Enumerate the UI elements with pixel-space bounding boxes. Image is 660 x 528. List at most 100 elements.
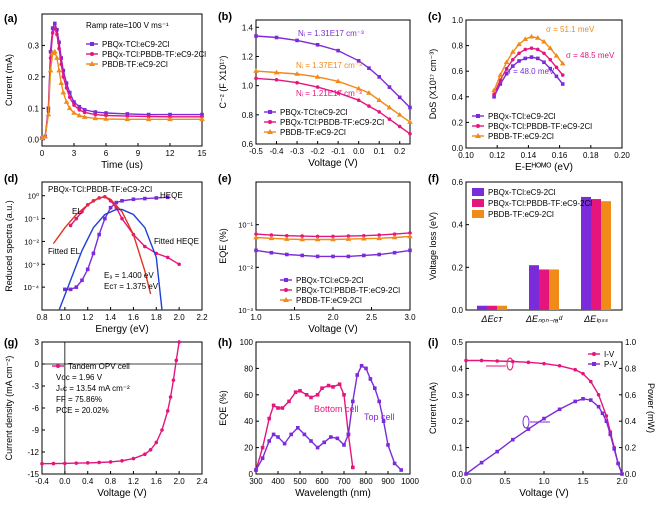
marker-square — [254, 34, 258, 38]
marker-square — [560, 82, 565, 86]
marker-triangle — [516, 41, 522, 47]
marker-triangle — [52, 48, 58, 54]
x-tick-label: 1.0 — [250, 313, 262, 322]
marker-square — [329, 435, 333, 439]
y-tick-label: 0.3 — [28, 41, 40, 50]
marker-square — [526, 427, 531, 431]
series-annotation: Nᵢ = 1.31E17 cm⁻³ — [298, 29, 364, 38]
marker-triangle — [553, 53, 560, 58]
marker-square — [254, 248, 258, 253]
plot-frame — [255, 19, 411, 145]
series-annotation: Nᵢ = 1.37E17 cm⁻³ — [296, 61, 362, 70]
marker-square — [287, 399, 291, 404]
x-tick-label: 1.2 — [82, 313, 94, 322]
x-tick-label: 700 — [337, 477, 351, 486]
marker-circle — [542, 51, 546, 56]
marker-circle — [596, 393, 601, 397]
y2-tick-label: 0.8 — [625, 364, 637, 373]
marker-square — [331, 254, 335, 259]
y-tick-label: 20 — [244, 444, 253, 453]
marker-square — [97, 232, 101, 237]
marker-triangle — [60, 89, 67, 95]
marker-square — [479, 460, 484, 465]
marker-square — [260, 456, 265, 460]
marker-square — [103, 216, 107, 221]
x-tick-label: 0.8 — [105, 477, 117, 486]
x-tick-label: 0.14 — [521, 151, 537, 160]
marker-square — [304, 393, 309, 397]
y-tick-label: -9 — [32, 426, 40, 435]
marker-triangle — [124, 116, 131, 122]
category-label: ΔEᴄᴛ — [480, 314, 503, 324]
marker-circle — [377, 110, 382, 114]
series-line — [52, 196, 152, 295]
legend-entry: PBQx-TCl:PBDB-TF:eC9-2Cl — [488, 199, 592, 208]
marker-circle — [356, 98, 361, 103]
marker-square — [293, 390, 298, 394]
marker-square — [557, 407, 562, 412]
marker-triangle — [547, 45, 554, 50]
y-tick-label: 10⁻³ — [24, 260, 39, 269]
x-tick-label: 0.2 — [394, 147, 406, 156]
legend-entry: PBQx-TCl:eC9-2Cl — [296, 276, 364, 285]
y-axis-label: Current (mA) — [4, 54, 14, 106]
series-annotation: Fitted EL — [48, 247, 81, 256]
marker-triangle — [376, 97, 382, 103]
x-tick-label: 12 — [166, 149, 175, 158]
bar — [591, 199, 601, 310]
marker-square — [377, 75, 381, 79]
y-tick-label: 0.4 — [452, 93, 464, 102]
marker-square — [392, 461, 397, 466]
panel-d: (d) 0.8 1.0 1.2 1.4 1.6 1.8 2.0 2.2 10⁻⁴ 10⁻³ 10⁻² 1… — [4, 173, 208, 335]
marker-square — [269, 250, 274, 255]
x-tick-label: 1000 — [401, 477, 419, 486]
marker-square — [260, 445, 265, 450]
marker-circle — [67, 95, 72, 100]
marker-square — [285, 252, 289, 257]
series-annotation: Top cell — [364, 412, 395, 422]
y-tick-label: -12 — [27, 448, 39, 457]
y-tick-label: 0.2 — [28, 73, 40, 82]
marker-circle — [97, 460, 101, 465]
marker-square — [368, 377, 373, 381]
y-tick-label: -15 — [27, 470, 39, 479]
x-tick-label: 2.5 — [366, 313, 378, 322]
marker-triangle — [386, 104, 393, 110]
marker-circle — [108, 460, 113, 464]
y-tick-label: 0.0 — [452, 144, 464, 153]
marker-square — [82, 108, 87, 112]
panel-label: (b) — [218, 11, 232, 23]
x-tick-label: 1.5 — [289, 313, 301, 322]
marker-triangle — [396, 112, 403, 117]
marker-square — [276, 406, 280, 410]
marker-triangle — [534, 35, 541, 40]
marker-triangle — [267, 129, 273, 134]
marker-circle — [554, 65, 559, 70]
marker-triangle — [366, 90, 372, 95]
marker-square — [309, 439, 313, 443]
y2-tick-label: 0.0 — [625, 470, 637, 479]
marker-triangle — [510, 49, 516, 54]
legend-swatch — [472, 210, 484, 218]
x-tick-label: -0.1 — [331, 147, 345, 156]
y-tick-label: 80 — [244, 364, 253, 373]
y-tick-label: 0.8 — [242, 111, 254, 120]
marker-triangle — [39, 135, 45, 140]
panel-label: (h) — [218, 337, 232, 349]
marker-triangle — [541, 38, 547, 44]
x-tick-label: 1.4 — [105, 313, 117, 322]
marker-circle — [367, 104, 371, 108]
x-axis-label: E-Eᴴᴼᴹᴼ (eV) — [515, 162, 573, 173]
x-tick-label: -0.5 — [249, 147, 263, 156]
marker-circle — [148, 448, 153, 452]
marker-square — [464, 472, 468, 476]
marker-square — [315, 393, 320, 397]
marker-square — [72, 100, 76, 104]
marker-circle — [392, 232, 397, 236]
marker-square — [104, 111, 108, 115]
marker-square — [589, 398, 593, 402]
y2-tick-label: 0.2 — [625, 444, 637, 453]
marker-square — [604, 419, 609, 423]
marker-square — [336, 48, 340, 53]
marker-square — [315, 254, 320, 259]
